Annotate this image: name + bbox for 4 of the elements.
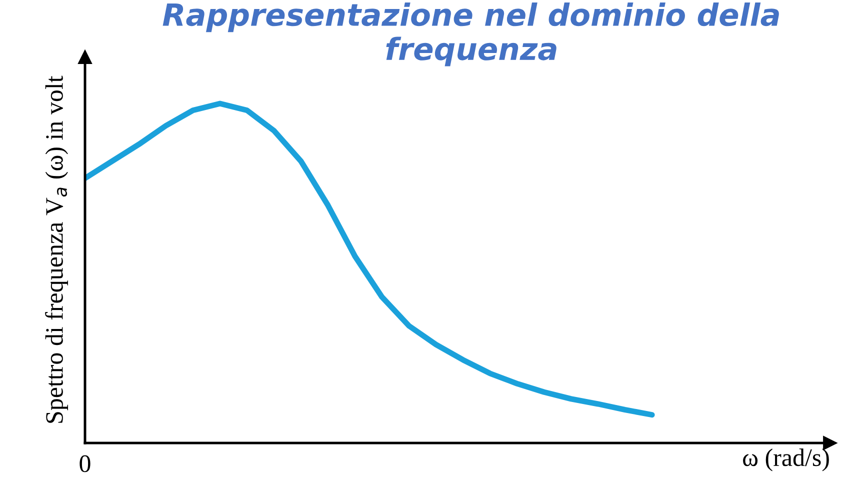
y-axis-title: Spettro di frequenza V$_{a}$ (ω) in volt [45,76,68,423]
text: 0 [80,455,90,472]
x-axis-title: ω (rad/s) [743,448,829,472]
chart-title: Rappresentazione nel dominio della frequenza [162,2,779,66]
